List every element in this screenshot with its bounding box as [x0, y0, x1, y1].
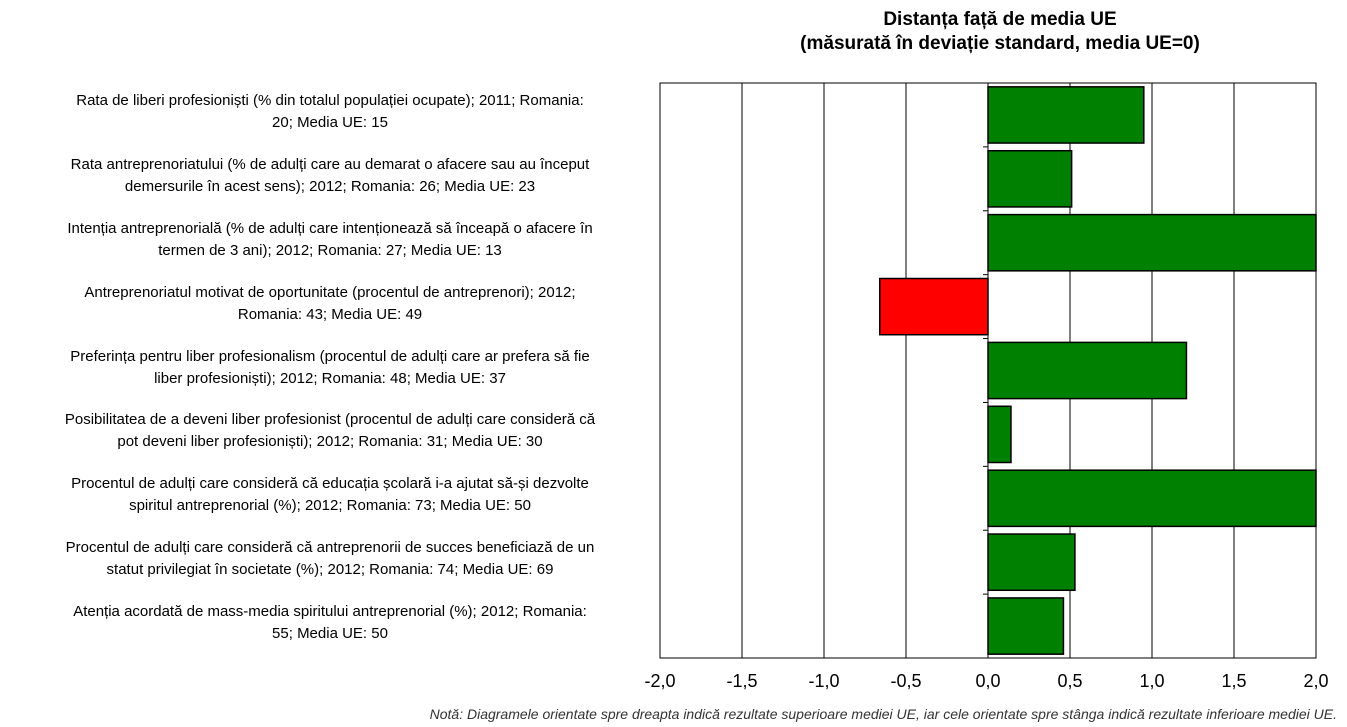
- x-tick-label-0: -2,0: [644, 671, 675, 691]
- x-tick-label-1: -1,5: [726, 671, 757, 691]
- category-label-8-line-1: 55; Media UE: 50: [272, 625, 388, 643]
- category-label-7: Procentul de adulți care consideră că an…: [8, 537, 652, 581]
- category-label-0-line-1: 20; Media UE: 15: [272, 113, 388, 131]
- bar-8: [987, 597, 1065, 655]
- bar-0: [987, 86, 1145, 144]
- category-label-7-line-0: Procentul de adulți care consideră că an…: [65, 539, 595, 557]
- category-label-6-line-1: spiritul antreprenorial (%); 2012; Roman…: [129, 497, 531, 515]
- category-label-3: Antreprenoriatul motivat de oportunitate…: [8, 282, 652, 326]
- chart-title-line-1: Distanța față de media UE: [883, 9, 1117, 30]
- category-label-1-line-1: demersurile în acest sens); 2012; Romani…: [124, 177, 536, 195]
- category-label-6-line-0: Procentul de adulți care consideră că ed…: [71, 475, 589, 493]
- category-label-7-line-1: statut privilegiat în societate (%); 201…: [106, 561, 554, 579]
- x-tick-label-6: 1,0: [1139, 671, 1164, 691]
- category-label-5-line-0: Posibilitatea de a deveni liber profesio…: [64, 411, 596, 429]
- chart-title-line-2: (măsurată în deviație standard, media UE…: [800, 33, 1200, 54]
- category-label-2-line-0: Intenția antreprenorială (% de adulți ca…: [67, 219, 593, 237]
- bar-1: [987, 149, 1073, 208]
- x-tick-label-8: 2,0: [1303, 671, 1328, 691]
- category-label-4-line-1: liber profesioniști); 2012; Romania: 48;…: [154, 369, 506, 387]
- x-tick-label-2: -1,0: [808, 671, 839, 691]
- category-label-0-line-0: Rata de liberi profesioniști (% din tota…: [76, 91, 584, 109]
- category-label-5-line-1: pot deveni liber profesioniști); 2012; R…: [117, 433, 543, 451]
- category-label-6: Procentul de adulți care consideră că ed…: [8, 473, 652, 517]
- bar-4: [987, 341, 1188, 400]
- category-label-4-line-0: Preferința pentru liber profesionalism (…: [70, 347, 590, 365]
- category-label-4: Preferința pentru liber profesionalism (…: [8, 346, 652, 390]
- chart-title: Distanța față de media UE (măsurată în d…: [660, 8, 1340, 56]
- category-label-1: Rata antreprenoriatului (% de adulți car…: [8, 154, 652, 198]
- chart-note: Notă: Diagramele orientate spre dreapta …: [429, 706, 1337, 722]
- category-label-1-line-0: Rata antreprenoriatului (% de adulți car…: [70, 155, 590, 173]
- x-tick-label-5: 0,5: [1057, 671, 1082, 691]
- bar-3: [879, 277, 989, 336]
- category-label-5: Posibilitatea de a deveni liber profesio…: [8, 409, 652, 453]
- category-label-2-line-1: termen de 3 ani); 2012; Romania: 27; Med…: [158, 241, 502, 259]
- category-label-2: Intenția antreprenorială (% de adulți ca…: [8, 218, 652, 262]
- x-tick-label-3: -0,5: [890, 671, 921, 691]
- category-label-0: Rata de liberi profesioniști (% din tota…: [8, 90, 652, 134]
- category-label-8-line-0: Atenția acordată de mass-media spiritulu…: [73, 603, 587, 621]
- category-label-8: Atenția acordată de mass-media spiritulu…: [8, 601, 652, 645]
- x-tick-label-4: 0,0: [975, 671, 1000, 691]
- bar-2: [987, 213, 1317, 272]
- bar-6: [987, 469, 1317, 528]
- bar-5: [987, 405, 1012, 464]
- x-tick-label-7: 1,5: [1221, 671, 1246, 691]
- bar-7: [987, 533, 1076, 592]
- category-label-3-line-1: Romania: 43; Media UE: 49: [237, 305, 423, 323]
- category-label-3-line-0: Antreprenoriatul motivat de oportunitate…: [84, 283, 576, 301]
